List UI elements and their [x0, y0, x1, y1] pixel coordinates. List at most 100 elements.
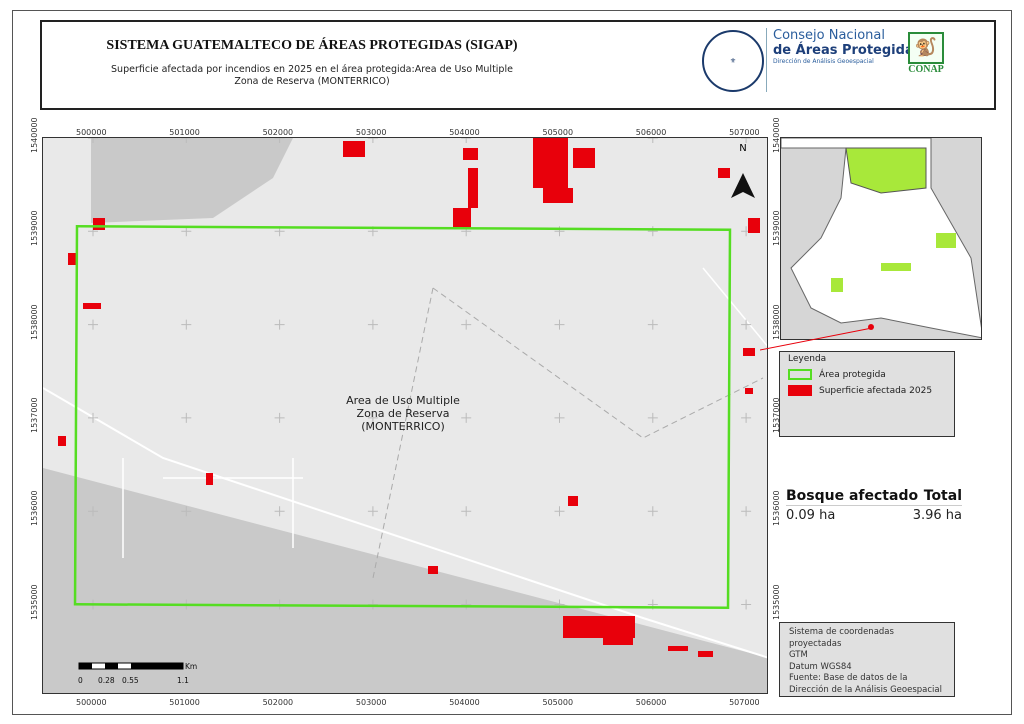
grid-cross — [554, 319, 565, 330]
grid-cross — [367, 506, 378, 517]
y-tick-label: 1540000 — [30, 117, 39, 153]
north-label: N — [739, 143, 747, 154]
scale-unit: Km — [185, 662, 198, 671]
grid-cross — [647, 506, 658, 517]
x-tick-label: 500000 — [76, 698, 107, 707]
info-line: GTM — [789, 650, 808, 660]
conap-text-logo: Consejo Nacional de Áreas Protegidas Dir… — [766, 28, 921, 92]
x-tick-label: 503000 — [355, 698, 387, 707]
scale-bar: Km 0 0.28 0.55 1.1 — [78, 662, 197, 685]
grid-cross — [554, 412, 565, 423]
grid-cross — [741, 412, 752, 423]
grid-cross — [88, 138, 98, 143]
legend: Leyenda Área protegida Superficie afecta… — [779, 351, 955, 437]
x-tick-label: 507000 — [729, 128, 760, 137]
stats-total-value: 3.96 ha — [912, 508, 962, 523]
x-tick-label: 500000 — [76, 128, 107, 137]
grid-cross — [181, 506, 192, 517]
grid-cross — [647, 138, 658, 143]
grid-cross — [461, 319, 472, 330]
grid-cross — [647, 412, 658, 423]
grid-cross — [461, 138, 472, 143]
stats-header-total: Total — [923, 488, 962, 504]
y-tick-label: 1536000 — [772, 490, 781, 527]
y-tick-label: 1535000 — [772, 583, 781, 620]
y-tick-label: 1535000 — [30, 583, 39, 620]
x-tick-label: 505000 — [542, 698, 574, 707]
stats-header-forest: Bosque afectado — [786, 488, 919, 504]
org-line1: Consejo Nacional — [773, 28, 885, 43]
grid-cross — [88, 412, 98, 423]
main-map[interactable]: N Area de Uso Multiple Zona de Reserva (… — [42, 137, 768, 694]
affected-areas — [58, 138, 760, 657]
grid-cross — [274, 412, 285, 423]
grid-cross — [367, 412, 378, 423]
header: SISTEMA GUATEMALTECO DE ÁREAS PROTEGIDAS… — [40, 20, 996, 110]
grid-cross — [647, 226, 658, 237]
x-tick-label: 501000 — [169, 698, 200, 707]
grid-cross — [554, 506, 565, 517]
grid-cross — [461, 599, 472, 610]
lagoon — [91, 138, 293, 223]
grid-cross — [88, 506, 98, 517]
grid-cross — [741, 138, 752, 143]
legend-item: Superficie afectada 2025 — [788, 385, 946, 396]
grid-cross — [741, 599, 752, 610]
legend-label: Área protegida — [819, 369, 886, 380]
y-tick-label: 1537000 — [30, 397, 39, 433]
protected-area-swatch — [788, 369, 812, 380]
x-tick-label: 506000 — [635, 128, 667, 137]
info-line: Sistema de coordenadas proyectadas — [789, 627, 894, 649]
legend-label: Superficie afectada 2025 — [819, 385, 933, 396]
grid-cross — [647, 319, 658, 330]
map-subtitle: Superficie afectada por incendios en 202… — [111, 64, 513, 87]
grid-cross — [461, 412, 472, 423]
grid-cross — [741, 319, 752, 330]
area-label: Area de Uso Multiple Zona de Reserva (MO… — [346, 394, 460, 433]
conap-label: CONAP — [908, 64, 944, 75]
x-tick-label: 507000 — [729, 698, 760, 707]
info-box: Sistema de coordenadas proyectadas GTM D… — [779, 622, 955, 697]
legend-item: Área protegida — [788, 369, 946, 380]
stats-forest-value: 0.09 ha — [786, 508, 836, 523]
map-title: SISTEMA GUATEMALTECO DE ÁREAS PROTEGIDAS… — [106, 38, 518, 53]
affected-swatch — [788, 385, 812, 396]
x-tick-label: 505000 — [542, 128, 574, 137]
grid-cross — [88, 319, 98, 330]
scale-label: 1.1 — [177, 676, 189, 685]
grid-cross — [461, 506, 472, 517]
x-tick-label: 502000 — [262, 128, 294, 137]
x-tick-label: 504000 — [449, 698, 480, 707]
grid-cross — [181, 319, 192, 330]
x-tick-label: 501000 — [169, 128, 200, 137]
legend-title: Leyenda — [788, 354, 827, 364]
grid-cross — [367, 599, 378, 610]
stats-table: Bosque afectado Total 0.09 ha 3.96 ha — [786, 488, 962, 523]
info-line: Dirección de la Análisis Geoespacial — [789, 684, 942, 695]
north-arrow-icon — [731, 173, 755, 198]
scale-label: 0 — [78, 676, 83, 685]
x-tick-label: 502000 — [262, 698, 294, 707]
page-frame — [12, 10, 1012, 715]
grid-cross — [274, 506, 285, 517]
grid-cross — [274, 319, 285, 330]
map-svg — [43, 138, 767, 693]
locator-map — [780, 137, 982, 340]
grid-cross — [367, 138, 378, 143]
guatemala-seal-logo: ⚜ — [702, 30, 764, 92]
info-line: Datum WGS84 — [789, 661, 852, 672]
x-tick-label: 506000 — [635, 698, 667, 707]
y-tick-label: 1536000 — [30, 490, 39, 527]
info-line: Fuente: Base de datos de la — [789, 673, 908, 683]
scale-label: 0.55 — [122, 676, 139, 685]
y-tick-label: 1538000 — [30, 303, 39, 340]
grid-cross — [741, 506, 752, 517]
protected-area-boundary — [73, 225, 732, 609]
org-line2: de Áreas Protegidas — [773, 43, 922, 58]
x-tick-label: 503000 — [355, 128, 387, 137]
grid-cross — [181, 412, 192, 423]
y-tick-label: 1539000 — [30, 210, 39, 247]
x-tick-label: 504000 — [449, 128, 480, 137]
org-line3: Dirección de Análisis Geoespacial — [773, 58, 874, 65]
grid-cross — [367, 319, 378, 330]
